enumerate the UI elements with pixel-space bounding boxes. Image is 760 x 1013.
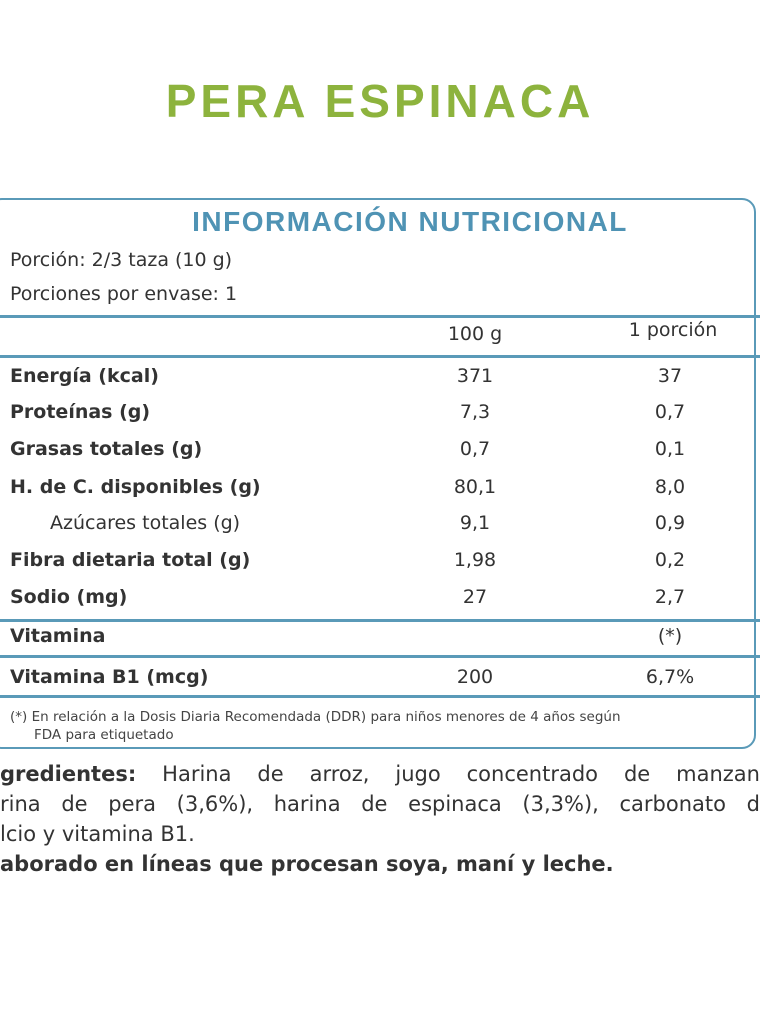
- servings-per-container: Porciones por envase: 1: [10, 283, 238, 305]
- divider: [0, 619, 760, 622]
- nutrient-label: Proteínas (g): [10, 401, 151, 423]
- nutrient-label: H. de C. disponibles (g): [10, 476, 261, 498]
- ingredients-label: gredientes:: [0, 762, 137, 786]
- product-title: PERA ESPINACA: [165, 75, 595, 127]
- nutrient-value-100g: 7,3: [459, 401, 491, 423]
- ingredients-line: gredientes: Harina de arroz, jugo concen…: [0, 762, 760, 792]
- nutrient-value-portion: 0,2: [654, 549, 686, 571]
- nutrient-value-portion: 8,0: [654, 476, 686, 498]
- serving-size: Porción: 2/3 taza (10 g): [10, 249, 233, 271]
- footnote-line: FDA para etiquetado: [34, 727, 174, 743]
- vitamin-b1-label: Vitamina B1 (mcg): [10, 666, 209, 688]
- column-header-100g: 100 g: [447, 323, 503, 345]
- nutrient-value-100g: 1,98: [453, 549, 497, 571]
- nutrient-value-100g: 0,7: [459, 438, 491, 460]
- vitamin-header-dv: (*): [657, 625, 683, 647]
- allergen-statement: aborado en líneas que procesan soya, man…: [0, 852, 614, 876]
- nutrient-label: Sodio (mg): [10, 586, 128, 608]
- nutrient-value-portion: 37: [657, 365, 683, 387]
- divider: [0, 355, 760, 358]
- divider: [0, 315, 760, 318]
- nutrient-label: Energía (kcal): [10, 365, 159, 387]
- nutrient-value-100g: 9,1: [459, 512, 491, 534]
- panel-heading: INFORMACIÓN NUTRICIONAL: [192, 206, 628, 237]
- vitamin-header-label: Vitamina: [10, 625, 106, 647]
- nutrient-value-100g: 80,1: [453, 476, 497, 498]
- ingredients-text: Harina de arroz, jugo concentrado de man…: [162, 762, 760, 786]
- nutrient-label: Fibra dietaria total (g): [10, 549, 251, 571]
- ingredients-line: rina de pera (3,6%), harina de espinaca …: [0, 792, 760, 816]
- nutrient-value-100g: 27: [462, 586, 488, 608]
- nutrient-label: Azúcares totales (g): [50, 512, 241, 534]
- divider: [0, 695, 760, 698]
- divider: [0, 655, 760, 658]
- nutrient-value-portion: 2,7: [654, 586, 686, 608]
- vitamin-b1-portion: 6,7%: [645, 666, 695, 688]
- footnote: (*) En relación a la Dosis Diaria Recome…: [10, 708, 621, 744]
- nutrient-label: Grasas totales (g): [10, 438, 203, 460]
- nutrient-value-100g: 371: [456, 365, 494, 387]
- nutrition-panel: [0, 198, 756, 749]
- ingredients-line: lcio y vitamina B1.: [0, 822, 195, 846]
- footnote-line: (*) En relación a la Dosis Diaria Recome…: [10, 709, 621, 725]
- nutrient-value-portion: 0,7: [654, 401, 686, 423]
- nutrient-value-portion: 0,9: [654, 512, 686, 534]
- nutrient-value-portion: 0,1: [654, 438, 686, 460]
- vitamin-b1-100g: 200: [456, 666, 494, 688]
- column-header-portion: 1 porción: [628, 319, 718, 341]
